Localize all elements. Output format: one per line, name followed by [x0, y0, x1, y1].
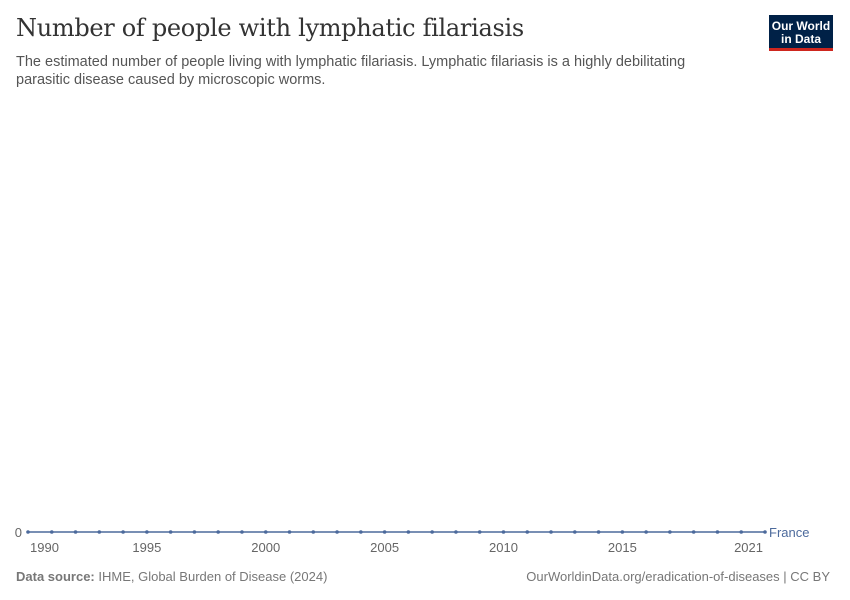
data-point: [620, 530, 625, 534]
owid-logo[interactable]: Our World in Data: [769, 15, 833, 51]
x-tick-label: 1995: [132, 540, 161, 555]
data-point: [287, 530, 292, 534]
data-point: [121, 530, 125, 534]
data-source: Data source: IHME, Global Burden of Dise…: [16, 569, 328, 584]
x-tick-label: 2000: [251, 540, 280, 555]
data-point: [168, 530, 173, 534]
data-point: [763, 530, 767, 534]
x-tick-label: 2010: [489, 540, 518, 555]
chart-subtitle: The estimated number of people living wi…: [16, 54, 686, 88]
data-point: [382, 530, 387, 534]
x-tick-label: 2015: [608, 540, 637, 555]
chart-title: Number of people with lymphatic filarias…: [16, 14, 524, 42]
data-point: [263, 530, 268, 534]
data-point: [715, 530, 720, 534]
data-point: [359, 530, 363, 534]
series-label: France: [769, 525, 809, 540]
data-point: [335, 530, 339, 534]
data-point: [573, 530, 577, 534]
data-point: [549, 530, 553, 534]
data-point: [477, 530, 482, 534]
data-point: [739, 530, 744, 534]
data-point: [192, 530, 197, 534]
x-tick-label: 2005: [370, 540, 399, 555]
x-tick-label: 1990: [30, 540, 59, 555]
data-point: [501, 530, 506, 534]
data-point: [668, 530, 672, 534]
data-point: [430, 530, 434, 534]
data-point: [596, 530, 601, 534]
data-point: [311, 530, 316, 534]
data-point: [145, 530, 149, 534]
data-point: [216, 530, 220, 534]
data-point: [691, 530, 696, 534]
data-point: [644, 530, 648, 534]
data-point: [49, 530, 54, 534]
data-point: [525, 530, 530, 534]
data-point: [26, 530, 30, 534]
y-tick-label: 0: [15, 525, 22, 540]
data-point: [97, 530, 102, 534]
source-link[interactable]: IHME, Global Burden of Disease (2024): [98, 569, 328, 584]
data-point: [454, 530, 458, 534]
data-point: [73, 530, 78, 534]
data-point: [240, 530, 244, 534]
footer-url[interactable]: OurWorldinData.org/eradication-of-diseas…: [526, 569, 830, 584]
x-tick-label: 2021: [734, 540, 763, 555]
data-point: [406, 530, 411, 534]
